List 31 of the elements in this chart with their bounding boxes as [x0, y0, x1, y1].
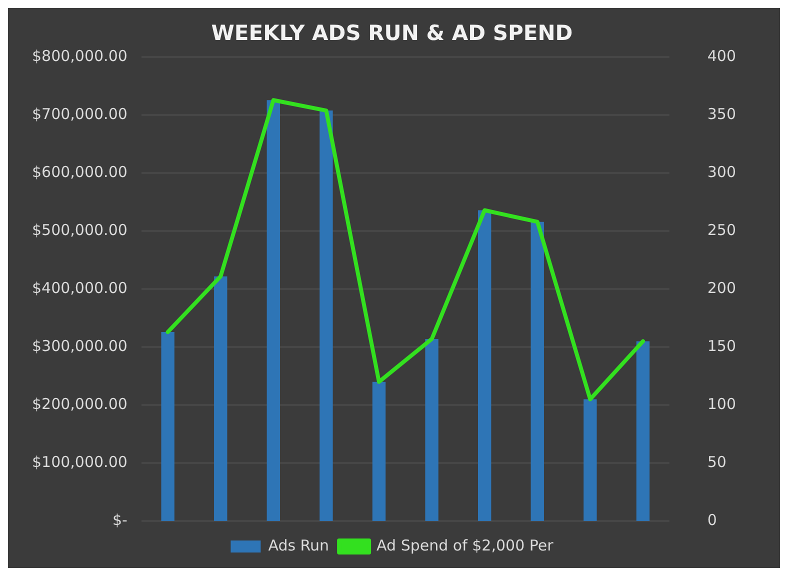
y2-tick-label: 350: [707, 105, 736, 124]
y-tick-label: $800,000.00: [32, 47, 128, 66]
bar: [530, 222, 544, 521]
bar: [425, 338, 438, 521]
y-tick-label: $100,000.00: [32, 452, 128, 471]
y-tick-label: $600,000.00: [32, 163, 128, 182]
y-tick-label: $500,000.00: [32, 221, 128, 240]
bar: [372, 382, 386, 521]
y2-tick-label: 100: [707, 394, 736, 413]
y-tick-label: $300,000.00: [32, 336, 128, 355]
y2-tick-label: 150: [707, 336, 736, 355]
bar: [478, 210, 492, 521]
bar: [636, 341, 650, 521]
y2-tick-label: 50: [707, 452, 726, 471]
y2-tick-label: 200: [707, 278, 736, 297]
y2-tick-label: 0: [707, 510, 717, 529]
bar: [214, 276, 228, 521]
y-tick-label: $400,000.00: [32, 278, 128, 297]
y2-tick-label: 300: [707, 163, 736, 182]
y2-tick-label: 400: [707, 47, 736, 66]
y2-tick-label: 250: [707, 221, 736, 240]
y-tick-label: $-: [112, 510, 128, 529]
bar: [266, 100, 280, 521]
legend-label: Ad Spend of $2,000 Per: [376, 536, 554, 554]
bar: [161, 332, 174, 521]
y-tick-label: $200,000.00: [32, 394, 128, 413]
y-tick-label: $700,000.00: [32, 105, 128, 124]
chart-title: WEEKLY ADS RUN & AD SPEND: [211, 21, 573, 46]
legend-label: Ads Run: [268, 536, 330, 554]
bar: [320, 110, 333, 521]
bar: [584, 399, 597, 521]
